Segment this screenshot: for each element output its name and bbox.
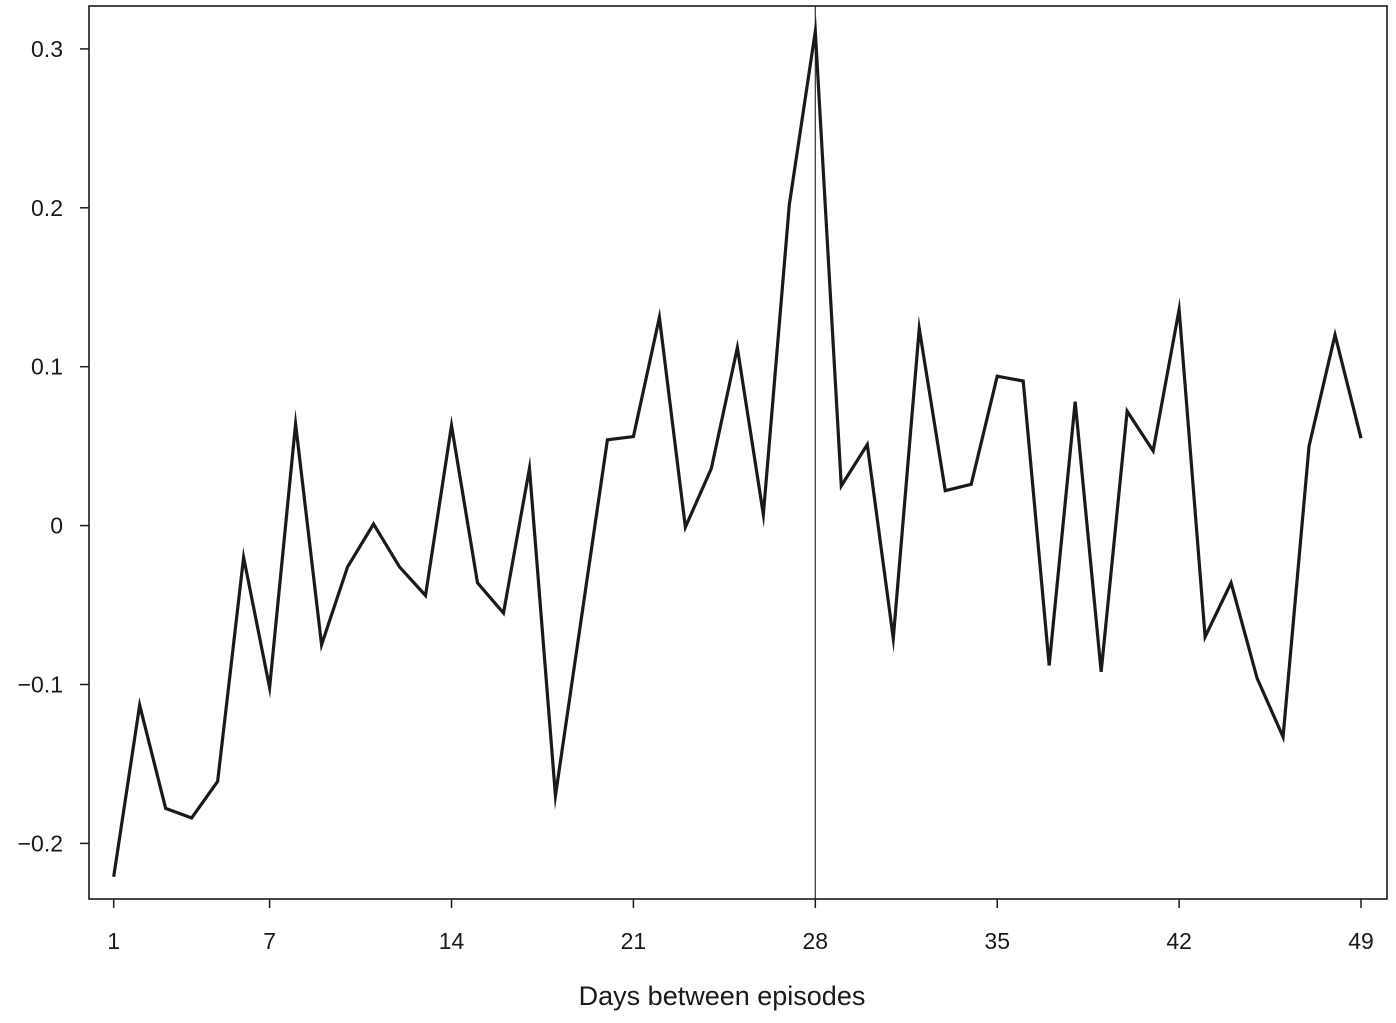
x-tick-label: 21 [621, 928, 647, 954]
plot-area [112, 6, 1363, 899]
x-tick-label: 14 [439, 928, 465, 954]
y-tick-label: 0.1 [31, 354, 63, 380]
y-tick-label: 0.3 [31, 36, 63, 62]
plot-frame [88, 5, 1388, 900]
x-tick-label: 1 [107, 928, 120, 954]
series-line [112, 15, 1363, 877]
x-tick-label: 28 [803, 928, 829, 954]
y-tick-label: 0.2 [31, 195, 63, 221]
y-tick-label: −0.1 [18, 671, 63, 697]
x-tick-label: 42 [1166, 928, 1192, 954]
y-tick-label: 0 [50, 513, 63, 539]
x-tick-label: 35 [984, 928, 1010, 954]
y-tick-label: −0.2 [18, 830, 63, 856]
x-axis-title: Days between episodes [579, 981, 866, 1011]
x-tick-label: 49 [1348, 928, 1374, 954]
axes: 1 7 14 21 28 35 42 49 −0.2 −0.1 0 0.1 0.2 0.3 [18, 5, 1388, 954]
x-tick-label: 7 [263, 928, 276, 954]
